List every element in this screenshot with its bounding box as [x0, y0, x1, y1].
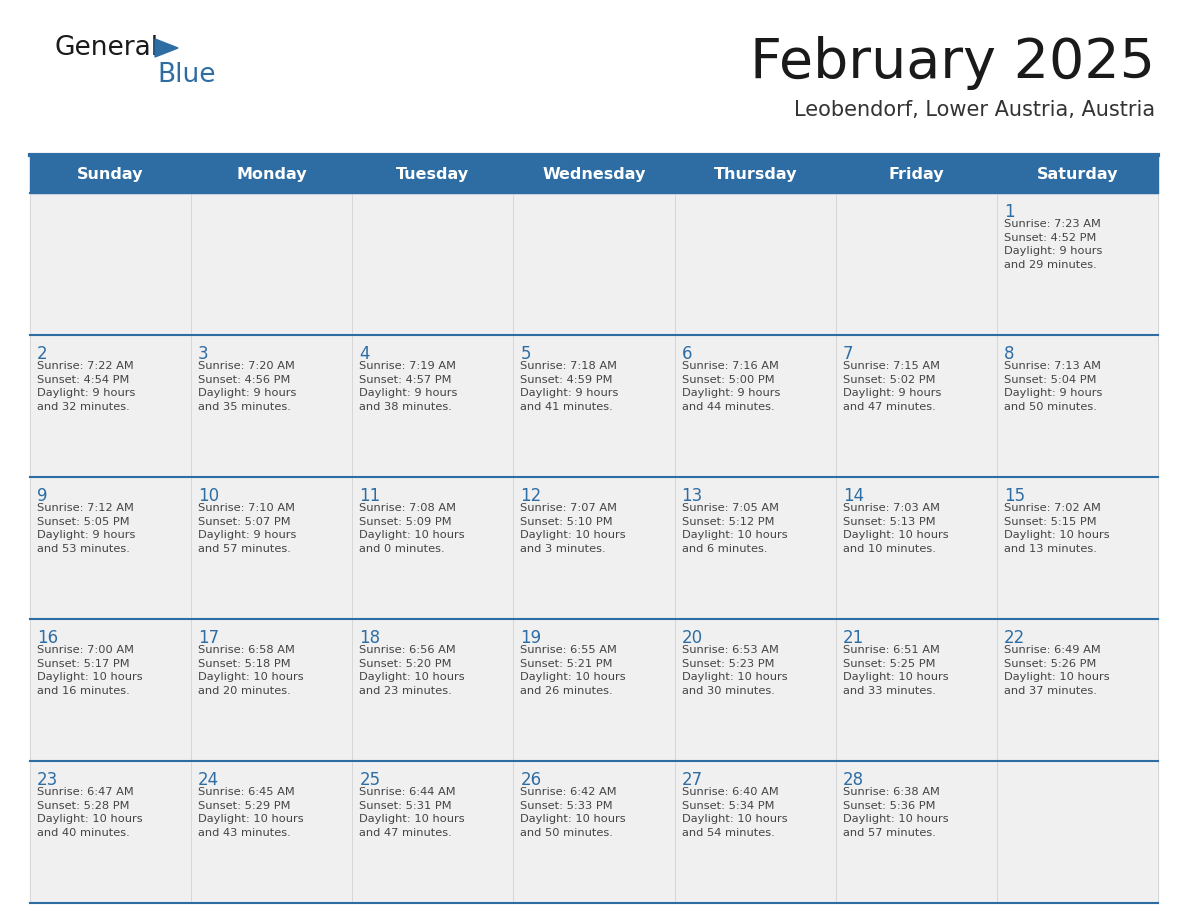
- Text: Sunrise: 7:13 AM
Sunset: 5:04 PM
Daylight: 9 hours
and 50 minutes.: Sunrise: 7:13 AM Sunset: 5:04 PM Dayligh…: [1004, 361, 1102, 412]
- Text: General: General: [55, 35, 159, 61]
- Text: 22: 22: [1004, 629, 1025, 647]
- Text: Saturday: Saturday: [1037, 166, 1118, 182]
- Text: Sunrise: 6:51 AM
Sunset: 5:25 PM
Daylight: 10 hours
and 33 minutes.: Sunrise: 6:51 AM Sunset: 5:25 PM Dayligh…: [842, 645, 948, 696]
- Text: 25: 25: [359, 771, 380, 789]
- Text: Sunrise: 6:45 AM
Sunset: 5:29 PM
Daylight: 10 hours
and 43 minutes.: Sunrise: 6:45 AM Sunset: 5:29 PM Dayligh…: [198, 787, 304, 838]
- Text: Sunrise: 6:49 AM
Sunset: 5:26 PM
Daylight: 10 hours
and 37 minutes.: Sunrise: 6:49 AM Sunset: 5:26 PM Dayligh…: [1004, 645, 1110, 696]
- Bar: [30, 193, 1158, 335]
- Text: Sunrise: 7:03 AM
Sunset: 5:13 PM
Daylight: 10 hours
and 10 minutes.: Sunrise: 7:03 AM Sunset: 5:13 PM Dayligh…: [842, 503, 948, 554]
- Text: Sunrise: 7:20 AM
Sunset: 4:56 PM
Daylight: 9 hours
and 35 minutes.: Sunrise: 7:20 AM Sunset: 4:56 PM Dayligh…: [198, 361, 297, 412]
- Text: 3: 3: [198, 345, 209, 363]
- Bar: [30, 761, 1158, 903]
- Text: 24: 24: [198, 771, 220, 789]
- Text: 19: 19: [520, 629, 542, 647]
- Text: Blue: Blue: [157, 62, 215, 88]
- Text: Sunrise: 7:18 AM
Sunset: 4:59 PM
Daylight: 9 hours
and 41 minutes.: Sunrise: 7:18 AM Sunset: 4:59 PM Dayligh…: [520, 361, 619, 412]
- Text: 28: 28: [842, 771, 864, 789]
- Text: 27: 27: [682, 771, 702, 789]
- Text: Friday: Friday: [889, 166, 944, 182]
- Text: Sunrise: 7:12 AM
Sunset: 5:05 PM
Daylight: 9 hours
and 53 minutes.: Sunrise: 7:12 AM Sunset: 5:05 PM Dayligh…: [37, 503, 135, 554]
- Text: Sunrise: 7:16 AM
Sunset: 5:00 PM
Daylight: 9 hours
and 44 minutes.: Sunrise: 7:16 AM Sunset: 5:00 PM Dayligh…: [682, 361, 781, 412]
- Text: Sunrise: 7:02 AM
Sunset: 5:15 PM
Daylight: 10 hours
and 13 minutes.: Sunrise: 7:02 AM Sunset: 5:15 PM Dayligh…: [1004, 503, 1110, 554]
- Text: Sunrise: 7:15 AM
Sunset: 5:02 PM
Daylight: 9 hours
and 47 minutes.: Sunrise: 7:15 AM Sunset: 5:02 PM Dayligh…: [842, 361, 941, 412]
- Bar: [30, 335, 1158, 477]
- Bar: [30, 619, 1158, 761]
- Text: 16: 16: [37, 629, 58, 647]
- Text: Sunrise: 6:47 AM
Sunset: 5:28 PM
Daylight: 10 hours
and 40 minutes.: Sunrise: 6:47 AM Sunset: 5:28 PM Dayligh…: [37, 787, 143, 838]
- Text: Sunrise: 6:58 AM
Sunset: 5:18 PM
Daylight: 10 hours
and 20 minutes.: Sunrise: 6:58 AM Sunset: 5:18 PM Dayligh…: [198, 645, 304, 696]
- Text: 4: 4: [359, 345, 369, 363]
- Text: 21: 21: [842, 629, 864, 647]
- Text: 20: 20: [682, 629, 702, 647]
- Text: Monday: Monday: [236, 166, 307, 182]
- Text: 23: 23: [37, 771, 58, 789]
- Text: 8: 8: [1004, 345, 1015, 363]
- Text: Leobendorf, Lower Austria, Austria: Leobendorf, Lower Austria, Austria: [794, 100, 1155, 120]
- Text: Thursday: Thursday: [713, 166, 797, 182]
- Text: Sunrise: 6:53 AM
Sunset: 5:23 PM
Daylight: 10 hours
and 30 minutes.: Sunrise: 6:53 AM Sunset: 5:23 PM Dayligh…: [682, 645, 788, 696]
- Text: Sunrise: 6:40 AM
Sunset: 5:34 PM
Daylight: 10 hours
and 54 minutes.: Sunrise: 6:40 AM Sunset: 5:34 PM Dayligh…: [682, 787, 788, 838]
- Polygon shape: [154, 39, 178, 57]
- Text: Sunrise: 6:44 AM
Sunset: 5:31 PM
Daylight: 10 hours
and 47 minutes.: Sunrise: 6:44 AM Sunset: 5:31 PM Dayligh…: [359, 787, 465, 838]
- Text: 7: 7: [842, 345, 853, 363]
- Text: 10: 10: [198, 487, 220, 505]
- Text: Sunrise: 6:38 AM
Sunset: 5:36 PM
Daylight: 10 hours
and 57 minutes.: Sunrise: 6:38 AM Sunset: 5:36 PM Dayligh…: [842, 787, 948, 838]
- Text: Sunrise: 7:19 AM
Sunset: 4:57 PM
Daylight: 9 hours
and 38 minutes.: Sunrise: 7:19 AM Sunset: 4:57 PM Dayligh…: [359, 361, 457, 412]
- Text: Tuesday: Tuesday: [397, 166, 469, 182]
- Text: Sunday: Sunday: [77, 166, 144, 182]
- Text: Sunrise: 7:23 AM
Sunset: 4:52 PM
Daylight: 9 hours
and 29 minutes.: Sunrise: 7:23 AM Sunset: 4:52 PM Dayligh…: [1004, 219, 1102, 270]
- Text: February 2025: February 2025: [750, 36, 1155, 90]
- Text: 18: 18: [359, 629, 380, 647]
- Text: Sunrise: 7:08 AM
Sunset: 5:09 PM
Daylight: 10 hours
and 0 minutes.: Sunrise: 7:08 AM Sunset: 5:09 PM Dayligh…: [359, 503, 465, 554]
- Text: Sunrise: 7:22 AM
Sunset: 4:54 PM
Daylight: 9 hours
and 32 minutes.: Sunrise: 7:22 AM Sunset: 4:54 PM Dayligh…: [37, 361, 135, 412]
- Text: 12: 12: [520, 487, 542, 505]
- Text: 14: 14: [842, 487, 864, 505]
- Text: 17: 17: [198, 629, 220, 647]
- Text: Sunrise: 6:56 AM
Sunset: 5:20 PM
Daylight: 10 hours
and 23 minutes.: Sunrise: 6:56 AM Sunset: 5:20 PM Dayligh…: [359, 645, 465, 696]
- Text: 2: 2: [37, 345, 48, 363]
- Text: Sunrise: 6:42 AM
Sunset: 5:33 PM
Daylight: 10 hours
and 50 minutes.: Sunrise: 6:42 AM Sunset: 5:33 PM Dayligh…: [520, 787, 626, 838]
- Text: 1: 1: [1004, 203, 1015, 221]
- Text: Sunrise: 7:10 AM
Sunset: 5:07 PM
Daylight: 9 hours
and 57 minutes.: Sunrise: 7:10 AM Sunset: 5:07 PM Dayligh…: [198, 503, 297, 554]
- Bar: [30, 155, 1158, 193]
- Text: Sunrise: 7:00 AM
Sunset: 5:17 PM
Daylight: 10 hours
and 16 minutes.: Sunrise: 7:00 AM Sunset: 5:17 PM Dayligh…: [37, 645, 143, 696]
- Text: Sunrise: 7:07 AM
Sunset: 5:10 PM
Daylight: 10 hours
and 3 minutes.: Sunrise: 7:07 AM Sunset: 5:10 PM Dayligh…: [520, 503, 626, 554]
- Text: 5: 5: [520, 345, 531, 363]
- Text: 6: 6: [682, 345, 693, 363]
- Text: 13: 13: [682, 487, 703, 505]
- Text: Wednesday: Wednesday: [542, 166, 646, 182]
- Text: Sunrise: 7:05 AM
Sunset: 5:12 PM
Daylight: 10 hours
and 6 minutes.: Sunrise: 7:05 AM Sunset: 5:12 PM Dayligh…: [682, 503, 788, 554]
- Text: 26: 26: [520, 771, 542, 789]
- Text: 15: 15: [1004, 487, 1025, 505]
- Text: Sunrise: 6:55 AM
Sunset: 5:21 PM
Daylight: 10 hours
and 26 minutes.: Sunrise: 6:55 AM Sunset: 5:21 PM Dayligh…: [520, 645, 626, 696]
- Text: 9: 9: [37, 487, 48, 505]
- Text: 11: 11: [359, 487, 380, 505]
- Bar: [30, 477, 1158, 619]
